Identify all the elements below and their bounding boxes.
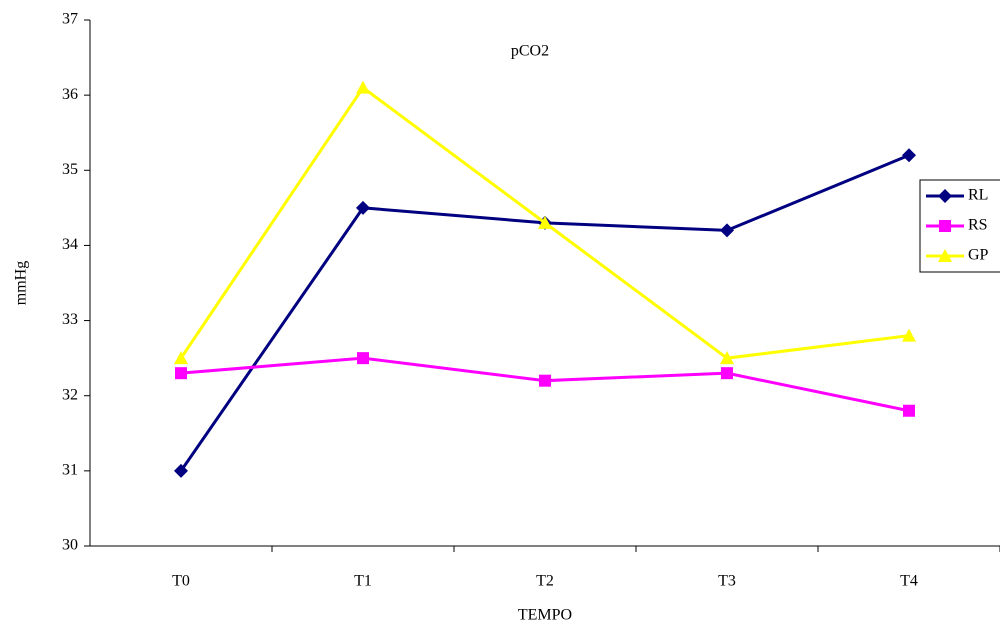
point <box>539 374 551 387</box>
point <box>720 223 734 238</box>
legend-marker <box>938 249 952 262</box>
y-axis-title: mmHg <box>13 261 30 305</box>
legend-marker <box>939 220 951 232</box>
legend-label: RS <box>968 217 988 234</box>
point <box>356 200 370 215</box>
y-tick-label: 37 <box>62 11 78 28</box>
y-tick-label: 31 <box>62 462 78 479</box>
series-line <box>179 153 910 472</box>
legend-label: RL <box>968 187 988 204</box>
y-tick-label: 32 <box>62 386 78 403</box>
y-tick-label: 34 <box>62 236 78 253</box>
point <box>538 215 552 229</box>
chart-title: pCO2 <box>511 43 549 60</box>
point <box>356 80 370 94</box>
point <box>720 351 734 365</box>
y-tick-label: 36 <box>62 86 78 103</box>
y-tick-label: 35 <box>62 161 78 178</box>
x-tick-label: T2 <box>536 573 554 590</box>
y-tick-label: 30 <box>62 537 78 554</box>
point <box>357 352 369 365</box>
point <box>721 367 733 380</box>
y-tick-label: 33 <box>62 311 78 328</box>
legend-marker <box>938 189 952 203</box>
x-axis-title: TEMPO <box>518 607 572 624</box>
x-tick-label: T3 <box>718 573 736 590</box>
point <box>174 463 188 478</box>
point <box>902 148 916 163</box>
point <box>903 404 915 417</box>
point <box>902 328 916 342</box>
x-tick-label: T4 <box>900 573 918 590</box>
point <box>174 351 188 365</box>
point <box>175 367 187 380</box>
legend-label: GP <box>968 247 989 264</box>
x-tick-label: T1 <box>354 573 372 590</box>
x-tick-label: T0 <box>172 573 190 590</box>
